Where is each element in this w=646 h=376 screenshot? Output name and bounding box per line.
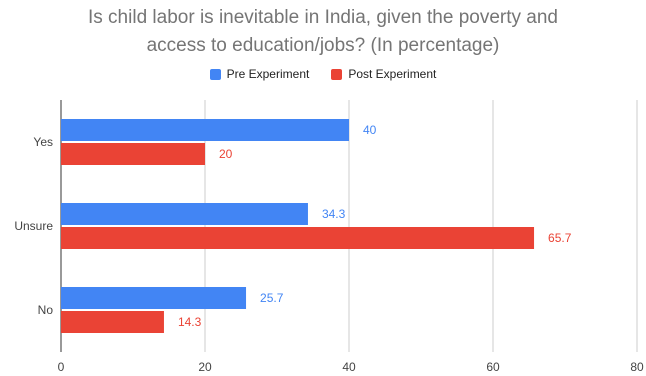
bar-pre-experiment-no [61, 287, 247, 309]
bar-post-experiment-no [61, 311, 164, 333]
chart-legend: Pre Experiment Post Experiment [0, 67, 646, 81]
legend-swatch-post-experiment [331, 68, 343, 80]
chart-title: Is child labor is inevitable in India, g… [0, 4, 646, 60]
data-label-post-experiment-unsure: 65.7 [548, 231, 572, 245]
legend-label-pre-experiment: Pre Experiment [226, 67, 310, 81]
bar-pre-experiment-yes [61, 119, 349, 141]
bar-post-experiment-yes [61, 143, 205, 165]
legend-item-pre-experiment: Pre Experiment [209, 67, 310, 81]
chart-title-line-2: access to education/jobs? (In percentage… [146, 35, 500, 56]
data-label-pre-experiment-unsure: 34.3 [322, 207, 346, 221]
x-tick-label-40: 40 [342, 360, 356, 374]
category-label-no: No [38, 303, 54, 317]
legend-swatch-pre-experiment [209, 68, 221, 80]
data-label-post-experiment-yes: 20 [219, 147, 233, 161]
bar-post-experiment-unsure [61, 227, 535, 249]
bar-pre-experiment-unsure [61, 203, 308, 225]
category-label-yes: Yes [33, 135, 53, 149]
legend-label-post-experiment: Post Experiment [348, 67, 437, 81]
data-label-post-experiment-no: 14.3 [178, 315, 202, 329]
chart-title-line-1: Is child labor is inevitable in India, g… [88, 7, 558, 28]
legend-item-post-experiment: Post Experiment [331, 67, 436, 81]
x-tick-label-60: 60 [486, 360, 500, 374]
data-label-pre-experiment-no: 25.7 [260, 291, 284, 305]
x-tick-label-0: 0 [58, 360, 65, 374]
category-label-unsure: Unsure [14, 219, 53, 233]
x-tick-label-20: 20 [198, 360, 212, 374]
data-label-pre-experiment-yes: 40 [363, 123, 377, 137]
x-tick-label-80: 80 [630, 360, 644, 374]
